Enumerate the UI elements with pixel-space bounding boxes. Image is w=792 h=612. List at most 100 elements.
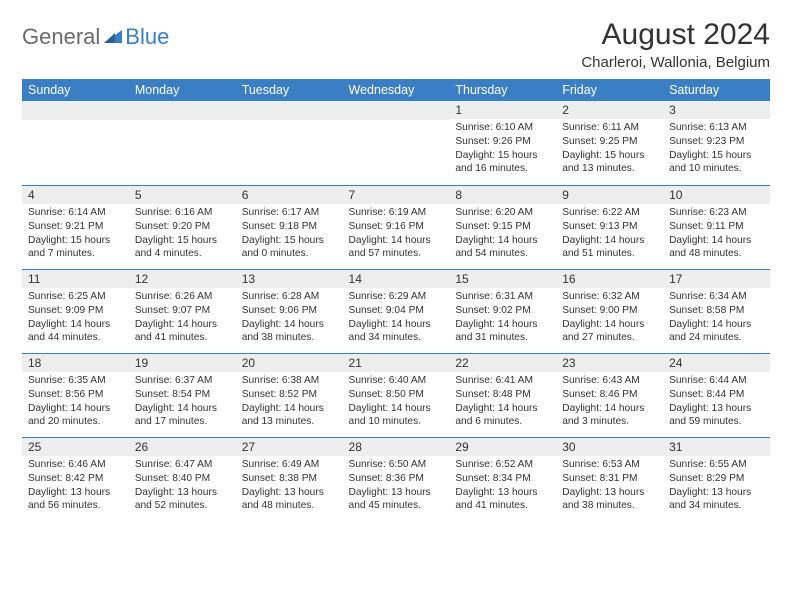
calendar-cell: 24Sunrise: 6:44 AMSunset: 8:44 PMDayligh… <box>663 353 770 437</box>
day-data: Sunrise: 6:35 AMSunset: 8:56 PMDaylight:… <box>22 372 129 433</box>
day-number: 23 <box>556 353 663 372</box>
sunrise-text: Sunrise: 6:19 AM <box>349 206 444 220</box>
sunrise-text: Sunrise: 6:25 AM <box>28 290 123 304</box>
sunrise-text: Sunrise: 6:20 AM <box>455 206 550 220</box>
day-data: Sunrise: 6:49 AMSunset: 8:38 PMDaylight:… <box>236 456 343 517</box>
calendar-week: 18Sunrise: 6:35 AMSunset: 8:56 PMDayligh… <box>22 353 770 437</box>
day-number: 10 <box>663 185 770 204</box>
calendar-cell: 29Sunrise: 6:52 AMSunset: 8:34 PMDayligh… <box>449 437 556 521</box>
sunrise-text: Sunrise: 6:47 AM <box>135 458 230 472</box>
calendar-cell: 17Sunrise: 6:34 AMSunset: 8:58 PMDayligh… <box>663 269 770 353</box>
sunset-text: Sunset: 9:21 PM <box>28 220 123 234</box>
sunset-text: Sunset: 8:50 PM <box>349 388 444 402</box>
daylight-text: Daylight: 14 hours and 44 minutes. <box>28 318 123 346</box>
calendar-week: 11Sunrise: 6:25 AMSunset: 9:09 PMDayligh… <box>22 269 770 353</box>
calendar-cell: 10Sunrise: 6:23 AMSunset: 9:11 PMDayligh… <box>663 185 770 269</box>
daylight-text: Daylight: 14 hours and 38 minutes. <box>242 318 337 346</box>
daylight-text: Daylight: 15 hours and 4 minutes. <box>135 234 230 262</box>
day-data: Sunrise: 6:44 AMSunset: 8:44 PMDaylight:… <box>663 372 770 433</box>
sunset-text: Sunset: 8:42 PM <box>28 472 123 486</box>
calendar-cell <box>129 101 236 185</box>
day-number: 3 <box>663 101 770 119</box>
daylight-text: Daylight: 15 hours and 16 minutes. <box>455 149 550 177</box>
day-number: 17 <box>663 269 770 288</box>
day-number: 16 <box>556 269 663 288</box>
day-number: 15 <box>449 269 556 288</box>
sunset-text: Sunset: 8:40 PM <box>135 472 230 486</box>
day-data: Sunrise: 6:52 AMSunset: 8:34 PMDaylight:… <box>449 456 556 517</box>
day-data: Sunrise: 6:40 AMSunset: 8:50 PMDaylight:… <box>343 372 450 433</box>
day-number: 4 <box>22 185 129 204</box>
title-block: August 2024 Charleroi, Wallonia, Belgium <box>581 18 770 71</box>
sunset-text: Sunset: 9:18 PM <box>242 220 337 234</box>
calendar-cell: 7Sunrise: 6:19 AMSunset: 9:16 PMDaylight… <box>343 185 450 269</box>
sunrise-text: Sunrise: 6:29 AM <box>349 290 444 304</box>
calendar-cell <box>343 101 450 185</box>
sunrise-text: Sunrise: 6:46 AM <box>28 458 123 472</box>
day-number: 8 <box>449 185 556 204</box>
day-data: Sunrise: 6:17 AMSunset: 9:18 PMDaylight:… <box>236 204 343 265</box>
daylight-text: Daylight: 14 hours and 20 minutes. <box>28 402 123 430</box>
calendar-cell: 2Sunrise: 6:11 AMSunset: 9:25 PMDaylight… <box>556 101 663 185</box>
day-data: Sunrise: 6:31 AMSunset: 9:02 PMDaylight:… <box>449 288 556 349</box>
calendar-cell: 9Sunrise: 6:22 AMSunset: 9:13 PMDaylight… <box>556 185 663 269</box>
sunrise-text: Sunrise: 6:44 AM <box>669 374 764 388</box>
day-data: Sunrise: 6:37 AMSunset: 8:54 PMDaylight:… <box>129 372 236 433</box>
sunrise-text: Sunrise: 6:28 AM <box>242 290 337 304</box>
calendar-cell: 28Sunrise: 6:50 AMSunset: 8:36 PMDayligh… <box>343 437 450 521</box>
day-data: Sunrise: 6:32 AMSunset: 9:00 PMDaylight:… <box>556 288 663 349</box>
sunrise-text: Sunrise: 6:41 AM <box>455 374 550 388</box>
daylight-text: Daylight: 13 hours and 38 minutes. <box>562 486 657 514</box>
daylight-text: Daylight: 15 hours and 7 minutes. <box>28 234 123 262</box>
sunset-text: Sunset: 9:02 PM <box>455 304 550 318</box>
sunrise-text: Sunrise: 6:13 AM <box>669 121 764 135</box>
sunrise-text: Sunrise: 6:38 AM <box>242 374 337 388</box>
sunset-text: Sunset: 9:09 PM <box>28 304 123 318</box>
day-number: 9 <box>556 185 663 204</box>
calendar-body: 1Sunrise: 6:10 AMSunset: 9:26 PMDaylight… <box>22 101 770 521</box>
day-data: Sunrise: 6:20 AMSunset: 9:15 PMDaylight:… <box>449 204 556 265</box>
calendar-cell: 15Sunrise: 6:31 AMSunset: 9:02 PMDayligh… <box>449 269 556 353</box>
sunrise-text: Sunrise: 6:22 AM <box>562 206 657 220</box>
day-data: Sunrise: 6:53 AMSunset: 8:31 PMDaylight:… <box>556 456 663 517</box>
day-number: 13 <box>236 269 343 288</box>
calendar-table: SundayMondayTuesdayWednesdayThursdayFrid… <box>22 79 770 521</box>
day-header-row: SundayMondayTuesdayWednesdayThursdayFrid… <box>22 79 770 101</box>
daylight-text: Daylight: 14 hours and 27 minutes. <box>562 318 657 346</box>
day-data: Sunrise: 6:26 AMSunset: 9:07 PMDaylight:… <box>129 288 236 349</box>
sunset-text: Sunset: 8:29 PM <box>669 472 764 486</box>
daylight-text: Daylight: 14 hours and 34 minutes. <box>349 318 444 346</box>
calendar-cell: 27Sunrise: 6:49 AMSunset: 8:38 PMDayligh… <box>236 437 343 521</box>
sunset-text: Sunset: 9:15 PM <box>455 220 550 234</box>
day-data: Sunrise: 6:14 AMSunset: 9:21 PMDaylight:… <box>22 204 129 265</box>
day-number: 12 <box>129 269 236 288</box>
sunset-text: Sunset: 9:00 PM <box>562 304 657 318</box>
day-data: Sunrise: 6:19 AMSunset: 9:16 PMDaylight:… <box>343 204 450 265</box>
day-number: 1 <box>449 101 556 119</box>
day-number: 18 <box>22 353 129 372</box>
calendar-cell: 6Sunrise: 6:17 AMSunset: 9:18 PMDaylight… <box>236 185 343 269</box>
sunrise-text: Sunrise: 6:17 AM <box>242 206 337 220</box>
day-number: 26 <box>129 437 236 456</box>
sunrise-text: Sunrise: 6:26 AM <box>135 290 230 304</box>
day-number: 2 <box>556 101 663 119</box>
day-data: Sunrise: 6:13 AMSunset: 9:23 PMDaylight:… <box>663 119 770 180</box>
sunset-text: Sunset: 9:23 PM <box>669 135 764 149</box>
sunrise-text: Sunrise: 6:53 AM <box>562 458 657 472</box>
calendar-cell: 25Sunrise: 6:46 AMSunset: 8:42 PMDayligh… <box>22 437 129 521</box>
daylight-text: Daylight: 14 hours and 17 minutes. <box>135 402 230 430</box>
calendar-cell: 20Sunrise: 6:38 AMSunset: 8:52 PMDayligh… <box>236 353 343 437</box>
page-header: General Blue August 2024 Charleroi, Wall… <box>22 18 770 71</box>
day-number: 5 <box>129 185 236 204</box>
calendar-cell: 31Sunrise: 6:55 AMSunset: 8:29 PMDayligh… <box>663 437 770 521</box>
calendar-week: 25Sunrise: 6:46 AMSunset: 8:42 PMDayligh… <box>22 437 770 521</box>
calendar-cell: 21Sunrise: 6:40 AMSunset: 8:50 PMDayligh… <box>343 353 450 437</box>
sunrise-text: Sunrise: 6:40 AM <box>349 374 444 388</box>
daylight-text: Daylight: 14 hours and 51 minutes. <box>562 234 657 262</box>
calendar-week: 1Sunrise: 6:10 AMSunset: 9:26 PMDaylight… <box>22 101 770 185</box>
sunrise-text: Sunrise: 6:34 AM <box>669 290 764 304</box>
day-number: 28 <box>343 437 450 456</box>
calendar-cell <box>22 101 129 185</box>
calendar-cell: 18Sunrise: 6:35 AMSunset: 8:56 PMDayligh… <box>22 353 129 437</box>
calendar-page: General Blue August 2024 Charleroi, Wall… <box>0 0 792 521</box>
